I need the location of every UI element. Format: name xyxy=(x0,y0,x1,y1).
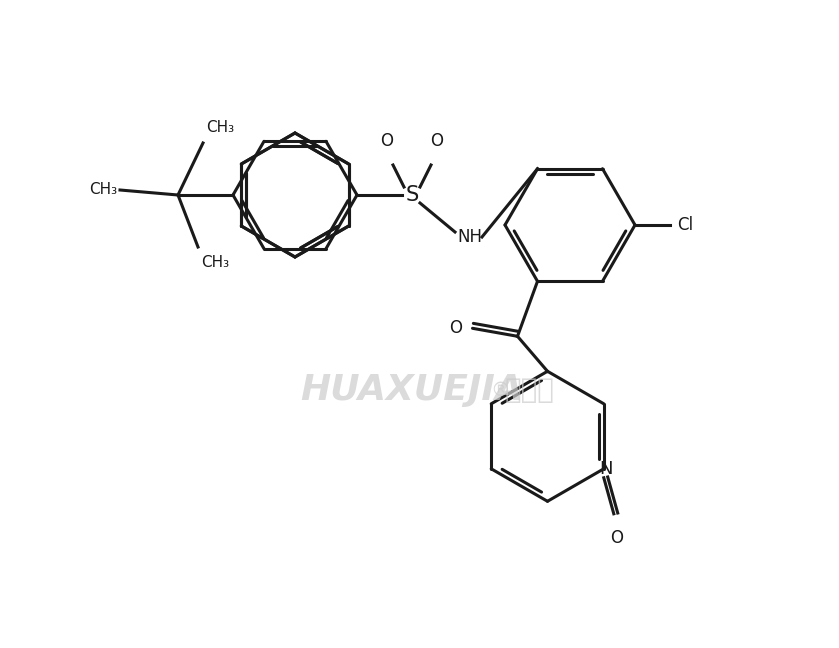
Text: CH₃: CH₃ xyxy=(89,183,117,198)
Text: O: O xyxy=(381,132,393,150)
Text: ®: ® xyxy=(490,380,509,400)
Text: 华学加: 华学加 xyxy=(505,376,555,404)
Text: S: S xyxy=(405,185,419,205)
Text: HUAXUEJIA: HUAXUEJIA xyxy=(300,373,523,407)
Text: N: N xyxy=(599,460,612,478)
Text: CH₃: CH₃ xyxy=(201,255,229,270)
Text: O: O xyxy=(430,132,444,150)
Text: CH₃: CH₃ xyxy=(206,120,234,135)
Text: NH: NH xyxy=(457,228,482,246)
Text: O: O xyxy=(450,319,462,338)
Text: O: O xyxy=(610,529,623,547)
Text: Cl: Cl xyxy=(677,216,693,234)
